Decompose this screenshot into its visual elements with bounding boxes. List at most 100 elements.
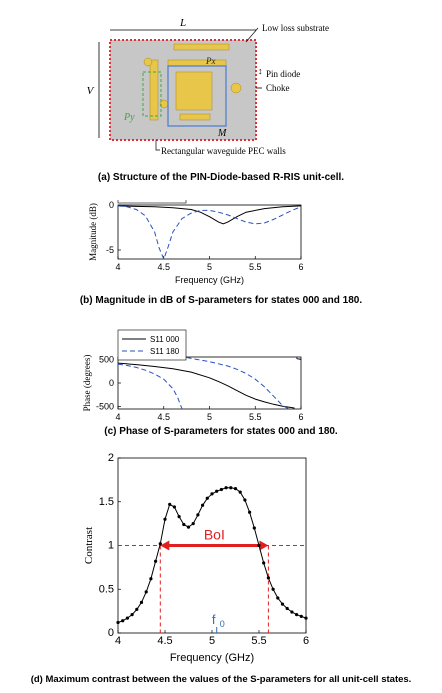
label-low-loss: Low loss substrate bbox=[262, 23, 329, 33]
y-tick-label: 1 bbox=[108, 540, 114, 552]
y-tick-label: 1.5 bbox=[99, 496, 114, 508]
phase-series bbox=[118, 358, 301, 410]
data-point bbox=[125, 616, 129, 620]
magnitude-chart: 4 4.5 5 5.5 6 -5 0 Frequency (GHz) Magnitude (dB… bbox=[88, 200, 304, 285]
data-point bbox=[224, 486, 228, 490]
data-point bbox=[299, 614, 303, 618]
bol-label: BoI bbox=[204, 527, 225, 543]
legend-box bbox=[117, 200, 187, 204]
data-point bbox=[182, 522, 186, 527]
data-point bbox=[238, 490, 242, 494]
f0-subscript: 0 bbox=[220, 619, 225, 629]
x-tick-label: 6 bbox=[303, 635, 309, 647]
x-tick-label: 5 bbox=[207, 262, 212, 272]
data-point bbox=[205, 496, 209, 500]
contrast-series bbox=[116, 486, 308, 625]
y-tick-label: 2 bbox=[108, 452, 114, 464]
data-point bbox=[154, 559, 158, 563]
x-tick-label: 5 bbox=[207, 412, 212, 422]
x-tick-label: 6 bbox=[298, 262, 303, 272]
legend-label: S11 000 bbox=[150, 335, 180, 344]
data-point bbox=[243, 498, 247, 502]
data-point bbox=[158, 542, 162, 546]
x-tick-label: 5.5 bbox=[249, 262, 262, 272]
data-point bbox=[215, 489, 219, 493]
green-dashed-rect bbox=[142, 71, 162, 117]
data-point bbox=[121, 619, 125, 623]
data-point bbox=[229, 486, 233, 490]
caption-a: (a) Structure of the PIN-Diode-based R-R… bbox=[97, 172, 345, 183]
data-point bbox=[163, 517, 167, 521]
data-point bbox=[116, 620, 120, 625]
caption-b: (b) Magnitude in dB of S-parameters for … bbox=[79, 295, 363, 306]
data-point bbox=[130, 613, 134, 617]
caption-c: (c) Phase of S-parameters for states 000… bbox=[104, 426, 338, 437]
data-point bbox=[196, 513, 200, 517]
data-point bbox=[276, 596, 280, 600]
label-px: Px bbox=[205, 56, 216, 66]
y-tick-label: 0 bbox=[109, 200, 114, 210]
data-point bbox=[210, 492, 214, 496]
legend-box bbox=[117, 329, 187, 361]
x-tick-label: 5.5 bbox=[249, 412, 262, 422]
data-point bbox=[248, 510, 252, 514]
f0-label: f bbox=[212, 612, 216, 627]
phase-chart: 44.555.56-5000500Frequency (GHz)Phase (d… bbox=[82, 329, 304, 422]
x-axis-label: Frequency (GHz) bbox=[175, 275, 244, 285]
y-tick-label: 0 bbox=[109, 378, 114, 388]
series-line-0 bbox=[117, 487, 307, 623]
series-line-0 bbox=[117, 357, 302, 409]
legend-label: S11 180 bbox=[150, 347, 180, 356]
x-tick-label: 6 bbox=[298, 412, 303, 422]
data-point bbox=[295, 613, 299, 617]
y-tick-label: 0 bbox=[108, 627, 114, 639]
data-point bbox=[233, 487, 238, 491]
x-tick-label: 4.5 bbox=[157, 262, 170, 272]
label-m: M bbox=[217, 128, 227, 139]
x-tick-label: 4.5 bbox=[157, 412, 170, 422]
data-point bbox=[135, 607, 139, 611]
y-tick-label: 500 bbox=[99, 354, 114, 364]
magnitude-axes: 4 4.5 5 5.5 6 -5 0 Frequency (GHz) Magnitude (dB… bbox=[88, 200, 304, 285]
plot-frame bbox=[117, 356, 302, 410]
data-point bbox=[280, 602, 285, 606]
data-point bbox=[186, 525, 191, 529]
data-point bbox=[149, 577, 153, 581]
data-point bbox=[262, 561, 266, 565]
data-point bbox=[168, 502, 172, 506]
x-tick-label: 5.5 bbox=[251, 635, 266, 647]
label-py: Py bbox=[123, 112, 135, 123]
label-l: L bbox=[179, 17, 186, 29]
bol-arrow-right-icon bbox=[259, 540, 269, 551]
pin-diode-icon: ↕ bbox=[258, 66, 263, 76]
x-axis-label: Frequency (GHz) bbox=[170, 652, 254, 664]
series-line-0 bbox=[117, 205, 302, 225]
series-line-1 bbox=[117, 205, 302, 261]
y-axis-label: Contrast bbox=[83, 527, 95, 564]
label-pec-walls: Rectangular waveguide PEC walls bbox=[161, 146, 286, 156]
x-tick-label: 5 bbox=[209, 635, 215, 647]
data-point bbox=[172, 505, 176, 509]
y-axis-label: Phase (degrees) bbox=[82, 355, 92, 412]
data-point bbox=[304, 616, 308, 620]
y-tick-label: 0.5 bbox=[99, 583, 114, 595]
metal-pattern bbox=[143, 43, 242, 121]
x-tick-label: 4 bbox=[115, 412, 120, 422]
caption-d: (d) Maximum contrast between the values … bbox=[30, 674, 412, 685]
x-tick-label: 4 bbox=[115, 262, 120, 272]
data-point bbox=[139, 600, 144, 604]
y-tick-label: -5 bbox=[106, 245, 114, 255]
data-point bbox=[252, 526, 256, 530]
y-axis-label: Magnitude (dB) bbox=[88, 203, 98, 261]
data-point bbox=[257, 543, 261, 548]
contrast-axes: 4 4.5 5 5.5 6 0 0.5 1 1.5 2 Frequency (GHz) Contras… bbox=[83, 452, 309, 664]
guide-rect bbox=[167, 65, 227, 127]
x-tick-label: 4 bbox=[115, 635, 121, 647]
data-point bbox=[191, 522, 195, 526]
label-v: V bbox=[87, 85, 95, 97]
data-point bbox=[271, 587, 275, 591]
data-point bbox=[290, 610, 294, 614]
plot-frame bbox=[117, 204, 302, 260]
contrast-chart: 4 4.5 5 5.5 6 0 0.5 1 1.5 2 Frequency (GHz) Contras… bbox=[83, 452, 309, 664]
